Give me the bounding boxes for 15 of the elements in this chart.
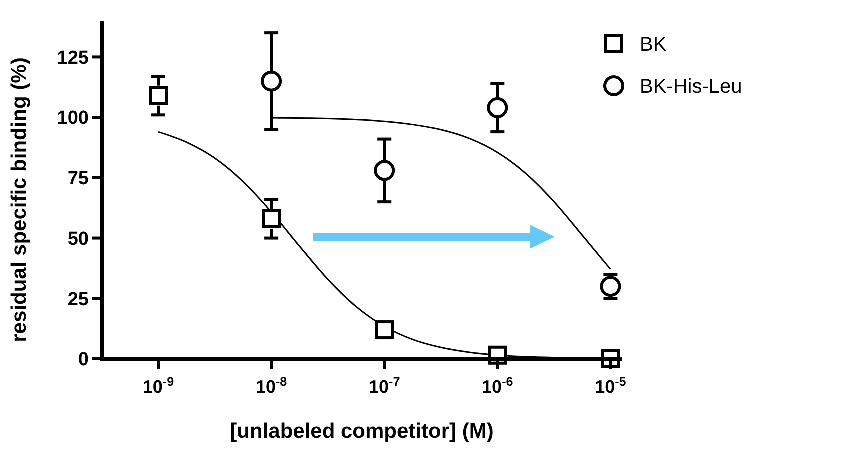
x-axis-title: [unlabeled competitor] (M) bbox=[230, 420, 494, 443]
y-tick-label: 100 bbox=[57, 108, 89, 130]
legend-label: BK-His-Leu bbox=[640, 76, 742, 98]
x-tick-label: 10$^{-9}$ bbox=[142, 375, 174, 397]
x-tick-label: 10$^{-6}$ bbox=[482, 375, 514, 397]
y-tick-label: 125 bbox=[57, 48, 90, 69]
x-tick-label: 10$^{-5}$ bbox=[595, 375, 626, 397]
y-tick-label: 50 bbox=[68, 228, 89, 250]
x-tick-label: 10$^{-7}$ bbox=[368, 375, 400, 397]
x-tick-label: 10$^{-8}$ bbox=[256, 375, 288, 397]
y-axis-title: residual specific binding (%) bbox=[8, 58, 31, 342]
legend-label: BK bbox=[640, 34, 668, 56]
y-tick-label: 25 bbox=[68, 289, 90, 310]
y-tick-label: 75 bbox=[68, 168, 90, 190]
y-tick-label: 0 bbox=[78, 350, 89, 371]
